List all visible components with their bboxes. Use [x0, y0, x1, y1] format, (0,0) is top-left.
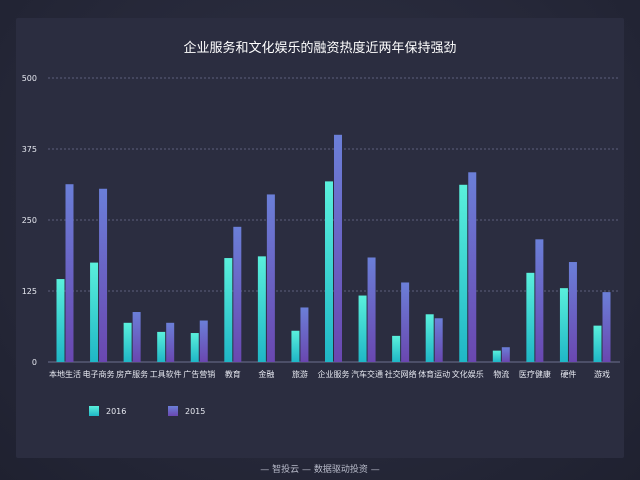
x-tick-label: 体育运动 — [418, 369, 450, 379]
bar-2015-14 — [535, 239, 544, 362]
y-tick-label: 375 — [22, 145, 37, 154]
bar-2016-12 — [459, 184, 468, 362]
x-tick-label: 电子商务 — [83, 369, 115, 379]
x-tick-label: 社交网络 — [385, 369, 417, 379]
legend-swatch-2016 — [89, 406, 99, 416]
bar-2016-9 — [358, 295, 367, 362]
x-tick-label: 企业服务 — [318, 369, 350, 379]
x-tick-label: 房产服务 — [116, 369, 148, 379]
x-tick-label: 物流 — [493, 369, 509, 379]
bar-2015-9 — [367, 257, 376, 362]
x-tick-label: 广告营销 — [183, 369, 215, 379]
bar-2015-3 — [166, 322, 175, 362]
bar-2015-11 — [434, 318, 443, 362]
bar-2015-13 — [501, 347, 510, 362]
bar-2016-4 — [190, 333, 199, 362]
bar-2016-0 — [56, 279, 65, 362]
bar-2015-15 — [568, 262, 577, 362]
bar-2015-0 — [65, 184, 74, 362]
bar-2015-8 — [334, 134, 342, 362]
chart-title: 企业服务和文化娱乐的融资热度近两年保持强劲 — [183, 40, 456, 56]
x-axis: 本地生活 电子商务 房产服务 工具软件 广告营销 教育 金融 旅游 企业服务 汽车交通 社交网络 体育… — [49, 369, 610, 379]
bar-2015-7 — [300, 307, 309, 362]
x-tick-label: 硬件 — [560, 369, 576, 379]
bar-2016-10 — [392, 335, 401, 362]
legend: 2016 2015 — [89, 406, 205, 416]
footer-credit: — 智投云 — 数据驱动投资 — — [260, 465, 380, 475]
bar-2016-15 — [559, 288, 568, 362]
bar-2015-4 — [199, 320, 208, 362]
x-tick-label: 游戏 — [594, 369, 610, 379]
x-tick-label: 教育 — [225, 369, 241, 379]
x-tick-label: 医疗健康 — [519, 369, 551, 379]
legend-label-2015: 2015 — [185, 407, 205, 416]
bar-2016-13 — [492, 350, 501, 362]
y-axis: 0 125 250 375 500 — [22, 74, 37, 367]
x-tick-label: 本地生活 — [49, 369, 81, 379]
x-tick-label: 旅游 — [292, 369, 308, 379]
y-tick-label: 500 — [22, 74, 37, 83]
y-tick-label: 125 — [22, 287, 37, 296]
x-tick-label: 汽车交通 — [351, 369, 383, 379]
bar-2016-7 — [291, 330, 300, 362]
bar-2016-1 — [90, 262, 99, 362]
bar-2016-14 — [526, 272, 535, 362]
y-tick-label: 250 — [22, 216, 37, 225]
x-tick-label: 工具软件 — [150, 369, 182, 379]
x-tick-label: 金融 — [258, 369, 274, 379]
legend-swatch-2015 — [168, 406, 178, 416]
chart-panel — [16, 18, 624, 458]
bar-2015-10 — [401, 282, 410, 362]
bar-2015-1 — [99, 188, 108, 362]
bar-2015-16 — [602, 292, 611, 362]
bar-2015-2 — [132, 312, 141, 362]
bar-2015-12 — [468, 172, 477, 362]
x-tick-label: 文化娱乐 — [452, 369, 484, 379]
bar-2015-5 — [233, 226, 242, 362]
bars — [56, 134, 611, 362]
bar-2016-11 — [425, 314, 434, 362]
bar-2016-5 — [224, 258, 233, 362]
bar-2016-6 — [257, 256, 266, 362]
bar-2016-8 — [325, 181, 333, 362]
legend-label-2016: 2016 — [106, 407, 126, 416]
bar-2016-3 — [157, 331, 166, 362]
bar-2016-2 — [123, 322, 132, 362]
y-tick-label: 0 — [32, 358, 37, 367]
bar-2016-16 — [593, 325, 602, 362]
bar-2015-6 — [266, 194, 275, 362]
